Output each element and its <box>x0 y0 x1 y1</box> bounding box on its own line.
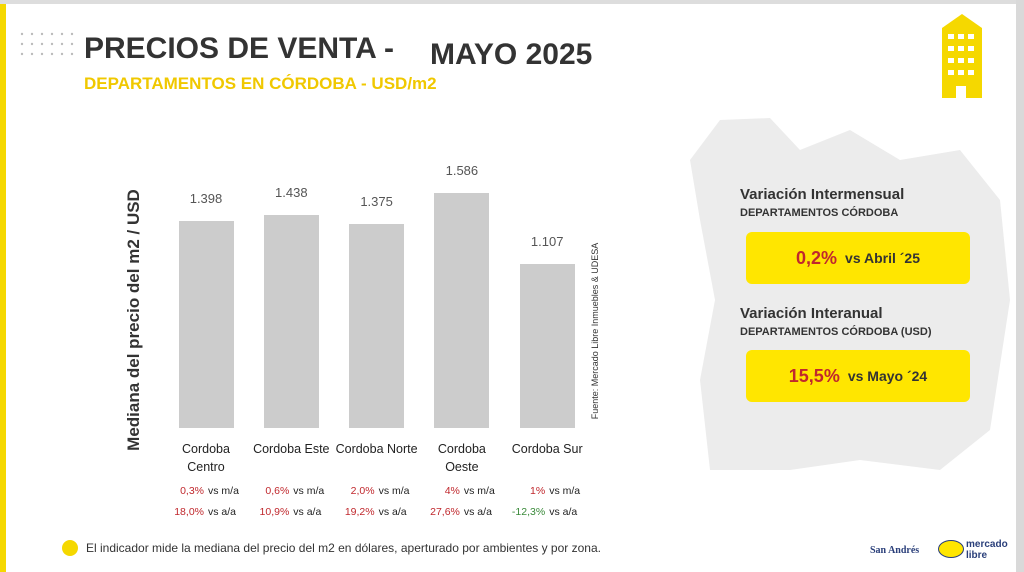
kpi-comparison: vs Abril ´25 <box>845 250 920 266</box>
change-label: vs m/a <box>463 485 495 497</box>
change-label: vs m/a <box>293 485 325 497</box>
right-edge <box>1016 0 1024 572</box>
change-label: vs a/a <box>378 506 407 518</box>
change-label: vs a/a <box>208 506 237 518</box>
category-label: Cordoba Norte <box>335 442 418 456</box>
title-date: MAYO 2025 <box>430 38 593 71</box>
kpi-box: 15,5% vs Mayo ´24 <box>746 350 970 402</box>
top-edge <box>0 0 1024 4</box>
category-label: Cordoba Sur <box>511 442 583 456</box>
value-label: 1.107 <box>530 233 564 249</box>
change-value: 0,6% <box>265 485 290 497</box>
bar <box>178 220 234 428</box>
kpi-value: 15,5% <box>788 365 840 386</box>
title: PRECIOS DE VENTA - <box>84 32 395 65</box>
change-value: 18,0% <box>174 506 204 518</box>
panel-title: Variación Intermensual <box>740 186 905 203</box>
panel-title: Variación Interanual <box>740 305 883 322</box>
kpi-comparison: vs Mayo ´24 <box>847 368 928 384</box>
subtitle: DEPARTAMENTOS EN CÓRDOBA - USD/m2 <box>84 74 437 93</box>
panel-subtitle: DEPARTAMENTOS CÓRDOBA <box>740 207 899 219</box>
change-label: vs m/a <box>378 485 410 497</box>
kpi-value: 0,2% <box>796 247 838 268</box>
bar <box>263 214 319 428</box>
change-label: vs a/a <box>293 506 322 518</box>
category-label: Cordoba Este <box>253 442 330 456</box>
logo-university: San Andrés <box>870 545 920 556</box>
change-value: 19,2% <box>344 506 375 518</box>
logo-icon <box>938 540 964 558</box>
value-label: 1.375 <box>360 194 393 210</box>
value-label: 1.398 <box>189 190 223 206</box>
change-value: 0,3% <box>180 485 204 497</box>
building-icon <box>942 14 982 98</box>
category-label: Cordoba Oeste <box>437 442 486 474</box>
footnote-icon <box>62 540 78 556</box>
value-label: 1.586 <box>445 163 479 178</box>
change-value: -12,3% <box>511 506 546 518</box>
change-label: vs a/a <box>549 506 578 518</box>
logo-company: mercado libre <box>966 539 1008 561</box>
dots <box>20 32 74 56</box>
change-value: 2,0% <box>350 485 375 497</box>
bar <box>349 224 405 428</box>
change-value: 27,6% <box>430 506 460 518</box>
change-label: vs a/a <box>463 506 492 518</box>
value-label: 1.438 <box>275 184 308 200</box>
panel-subtitle: DEPARTAMENTOS CÓRDOBA (USD) <box>740 326 932 338</box>
change-value: 1% <box>530 485 546 497</box>
change-value: 4% <box>444 485 460 497</box>
bar <box>519 263 575 428</box>
change-value: 10,9% <box>259 506 290 518</box>
change-label: vs m/a <box>549 485 581 497</box>
footnote: El indicador mide la mediana del precio … <box>86 541 601 555</box>
category-label: Cordoba Centro <box>182 442 230 474</box>
bar <box>434 193 490 428</box>
accent-bar <box>0 0 6 572</box>
kpi-box: 0,2% vs Abril ´25 <box>746 232 970 284</box>
change-label: vs m/a <box>208 485 239 497</box>
